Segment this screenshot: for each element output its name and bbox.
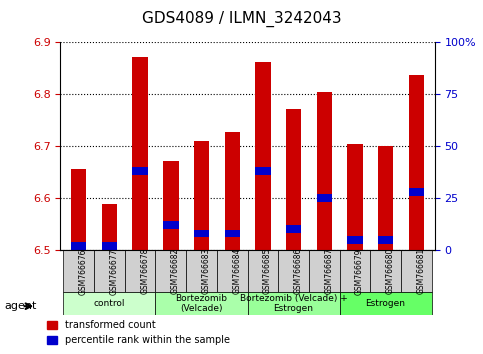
Bar bbox=[71, 169, 86, 250]
Bar bbox=[286, 109, 301, 250]
Bar bbox=[225, 132, 240, 250]
Bar bbox=[255, 167, 270, 175]
Text: control: control bbox=[94, 299, 125, 308]
Text: GSM766678: GSM766678 bbox=[140, 248, 149, 295]
Text: GSM766679: GSM766679 bbox=[355, 248, 364, 295]
Bar bbox=[286, 225, 301, 233]
FancyBboxPatch shape bbox=[248, 292, 340, 315]
FancyBboxPatch shape bbox=[125, 250, 156, 292]
Text: GSM766676: GSM766676 bbox=[79, 248, 88, 295]
Bar bbox=[347, 144, 363, 250]
Text: Estrogen: Estrogen bbox=[366, 299, 406, 308]
Bar bbox=[71, 242, 86, 250]
Bar bbox=[316, 194, 332, 202]
Text: GSM766686: GSM766686 bbox=[294, 248, 302, 295]
FancyBboxPatch shape bbox=[340, 292, 432, 315]
FancyBboxPatch shape bbox=[309, 250, 340, 292]
Bar bbox=[163, 161, 179, 250]
FancyBboxPatch shape bbox=[278, 250, 309, 292]
Bar bbox=[409, 188, 424, 196]
Bar bbox=[347, 236, 363, 244]
FancyBboxPatch shape bbox=[63, 292, 156, 315]
Text: GSM766684: GSM766684 bbox=[232, 248, 241, 295]
Bar bbox=[194, 141, 209, 250]
FancyBboxPatch shape bbox=[248, 250, 278, 292]
FancyBboxPatch shape bbox=[156, 250, 186, 292]
Bar bbox=[163, 221, 179, 229]
Bar bbox=[225, 230, 240, 238]
FancyBboxPatch shape bbox=[156, 292, 248, 315]
FancyBboxPatch shape bbox=[94, 250, 125, 292]
Bar bbox=[255, 62, 270, 250]
Text: agent: agent bbox=[5, 301, 37, 311]
Bar bbox=[316, 92, 332, 250]
Text: Bortezomib
(Velcade): Bortezomib (Velcade) bbox=[175, 294, 227, 313]
Bar bbox=[409, 75, 424, 250]
Text: GDS4089 / ILMN_3242043: GDS4089 / ILMN_3242043 bbox=[142, 11, 341, 27]
Text: Bortezomib (Velcade) +
Estrogen: Bortezomib (Velcade) + Estrogen bbox=[240, 294, 347, 313]
Text: GSM766683: GSM766683 bbox=[201, 248, 211, 295]
Bar bbox=[378, 146, 393, 250]
Legend: transformed count, percentile rank within the sample: transformed count, percentile rank withi… bbox=[43, 316, 234, 349]
Text: GSM766685: GSM766685 bbox=[263, 248, 272, 295]
Text: GSM766680: GSM766680 bbox=[385, 248, 395, 295]
FancyBboxPatch shape bbox=[186, 250, 217, 292]
FancyBboxPatch shape bbox=[63, 250, 94, 292]
Bar bbox=[378, 236, 393, 244]
Text: GSM766687: GSM766687 bbox=[324, 248, 333, 295]
Text: GSM766677: GSM766677 bbox=[110, 248, 118, 295]
FancyBboxPatch shape bbox=[370, 250, 401, 292]
FancyBboxPatch shape bbox=[217, 250, 248, 292]
FancyBboxPatch shape bbox=[340, 250, 370, 292]
FancyBboxPatch shape bbox=[401, 250, 432, 292]
Bar bbox=[132, 167, 148, 175]
Bar bbox=[102, 205, 117, 250]
Text: GSM766681: GSM766681 bbox=[416, 248, 426, 295]
Bar bbox=[132, 57, 148, 250]
Bar bbox=[194, 230, 209, 238]
Text: GSM766682: GSM766682 bbox=[171, 248, 180, 295]
Bar bbox=[102, 242, 117, 250]
